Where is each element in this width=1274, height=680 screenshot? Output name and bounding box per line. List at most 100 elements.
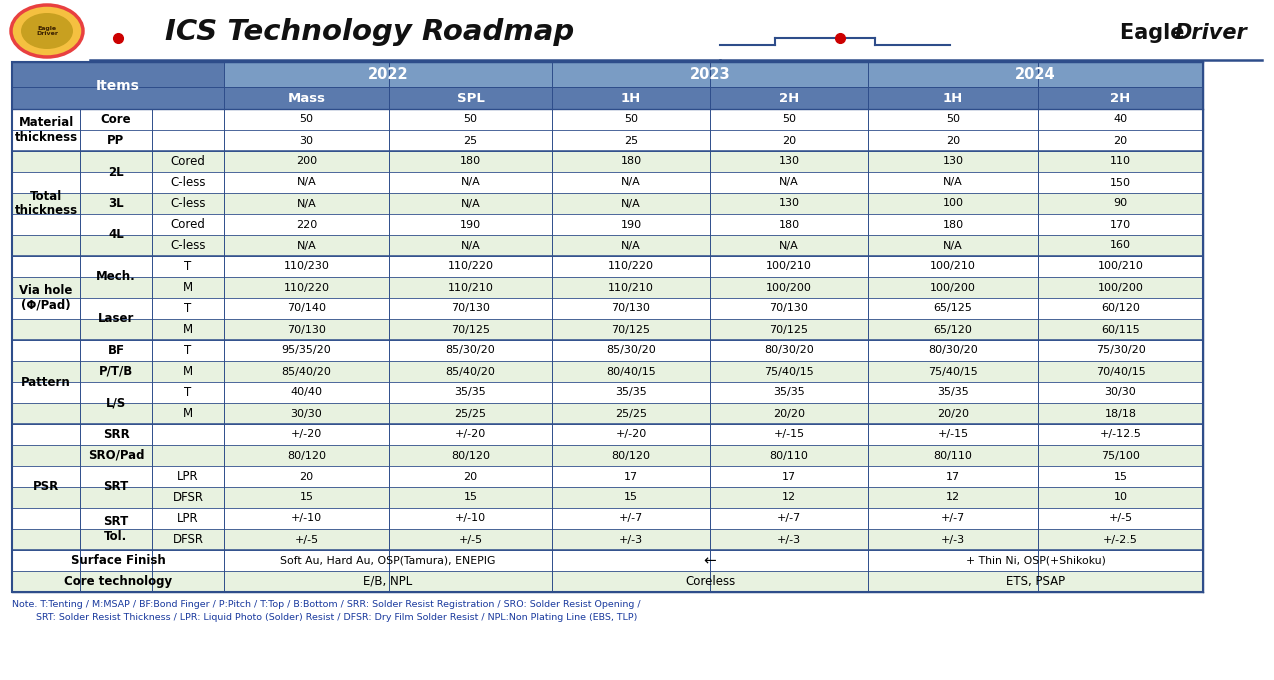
Text: 3L: 3L	[108, 197, 124, 210]
Text: L/S: L/S	[106, 396, 126, 409]
Text: 15: 15	[299, 492, 313, 503]
Text: DFSR: DFSR	[172, 533, 204, 546]
Bar	[11, 529, 1203, 550]
Text: 35/35: 35/35	[773, 388, 805, 398]
Text: SRT: Solder Resist Thickness / LPR: Liquid Photo (Solder) Resist / DFSR: Dry Fil: SRT: Solder Resist Thickness / LPR: Liqu…	[11, 613, 637, 622]
Text: +/-3: +/-3	[619, 534, 643, 545]
Ellipse shape	[20, 13, 73, 49]
Text: N/A: N/A	[461, 177, 480, 188]
Text: 2022: 2022	[368, 67, 408, 82]
Text: 160: 160	[1110, 241, 1131, 250]
Text: 110/210: 110/210	[608, 282, 654, 292]
Text: 130: 130	[778, 156, 800, 167]
Text: 80/40/15: 80/40/15	[606, 367, 656, 377]
Text: 180: 180	[620, 156, 642, 167]
Text: SRT
Tol.: SRT Tol.	[103, 515, 129, 543]
Text: N/A: N/A	[461, 199, 480, 209]
Text: N/A: N/A	[943, 241, 963, 250]
Text: 20: 20	[464, 471, 478, 481]
Text: +/-12.5: +/-12.5	[1099, 430, 1142, 439]
Text: +/-3: +/-3	[941, 534, 966, 545]
Text: SRR: SRR	[103, 428, 130, 441]
Text: 100/200: 100/200	[1098, 282, 1144, 292]
Text: 110/220: 110/220	[608, 262, 654, 271]
Text: 85/40/20: 85/40/20	[282, 367, 331, 377]
Text: 95/35/20: 95/35/20	[282, 345, 331, 356]
Text: 70/130: 70/130	[612, 303, 651, 313]
Text: 75/40/15: 75/40/15	[929, 367, 978, 377]
Text: 4L: 4L	[108, 228, 124, 241]
Text: 25: 25	[624, 135, 638, 146]
Text: 50: 50	[947, 114, 961, 124]
Text: C-less: C-less	[171, 239, 205, 252]
Text: 70/140: 70/140	[287, 303, 326, 313]
Text: 150: 150	[1110, 177, 1131, 188]
Text: T: T	[185, 260, 191, 273]
Text: +/-5: +/-5	[459, 534, 483, 545]
Text: N/A: N/A	[622, 241, 641, 250]
Text: M: M	[183, 365, 194, 378]
Text: +/-7: +/-7	[619, 513, 643, 524]
Text: 85/30/20: 85/30/20	[606, 345, 656, 356]
Bar	[11, 235, 1203, 256]
Text: 75/30/20: 75/30/20	[1096, 345, 1145, 356]
Text: Via hole
(Φ/Pad): Via hole (Φ/Pad)	[19, 284, 73, 312]
Text: 35/35: 35/35	[615, 388, 647, 398]
Text: Driver: Driver	[1175, 23, 1247, 43]
Text: 75/40/15: 75/40/15	[764, 367, 814, 377]
Bar	[11, 508, 1203, 529]
Text: 80/120: 80/120	[612, 450, 651, 460]
Text: 17: 17	[945, 471, 961, 481]
Text: +/-10: +/-10	[455, 513, 487, 524]
Text: Pattern: Pattern	[22, 375, 71, 388]
Text: 30: 30	[299, 135, 313, 146]
Text: 1H: 1H	[620, 92, 641, 105]
Text: +/-3: +/-3	[777, 534, 801, 545]
Text: Surface Finish: Surface Finish	[70, 554, 166, 567]
Text: 15: 15	[624, 492, 638, 503]
Text: 25/25: 25/25	[615, 409, 647, 418]
Text: 40: 40	[1113, 114, 1127, 124]
Text: 50: 50	[299, 114, 313, 124]
Bar	[11, 487, 1203, 508]
Bar	[11, 550, 1203, 571]
Text: 80/30/20: 80/30/20	[764, 345, 814, 356]
Text: Core: Core	[101, 113, 131, 126]
Text: 20/20: 20/20	[773, 409, 805, 418]
Text: 180: 180	[460, 156, 482, 167]
Text: 80/110: 80/110	[769, 450, 809, 460]
Bar	[11, 319, 1203, 340]
Bar	[11, 298, 1203, 319]
Text: 12: 12	[945, 492, 961, 503]
Text: 15: 15	[464, 492, 478, 503]
Bar	[11, 361, 1203, 382]
Text: 15: 15	[1113, 471, 1127, 481]
Text: LPR: LPR	[177, 512, 199, 525]
Text: 85/30/20: 85/30/20	[446, 345, 496, 356]
Text: 20: 20	[1113, 135, 1127, 146]
Text: 65/125: 65/125	[934, 303, 972, 313]
Text: 2023: 2023	[689, 67, 730, 82]
Bar	[11, 466, 1203, 487]
Ellipse shape	[11, 5, 83, 57]
Text: 25: 25	[464, 135, 478, 146]
Text: +/-5: +/-5	[1108, 513, 1133, 524]
Text: T: T	[185, 386, 191, 399]
Text: C-less: C-less	[171, 176, 205, 189]
Text: 70/125: 70/125	[769, 324, 809, 335]
Text: +/-15: +/-15	[773, 430, 805, 439]
Text: 60/120: 60/120	[1101, 303, 1140, 313]
Text: 110/220: 110/220	[284, 282, 330, 292]
Text: 100: 100	[943, 199, 963, 209]
Text: Cored: Cored	[171, 218, 205, 231]
Text: 110/210: 110/210	[447, 282, 493, 292]
Text: 30/30: 30/30	[1105, 388, 1136, 398]
Text: Laser: Laser	[98, 313, 134, 326]
Text: 70/125: 70/125	[612, 324, 651, 335]
Text: N/A: N/A	[297, 241, 316, 250]
Text: 1H: 1H	[943, 92, 963, 105]
Text: 70/130: 70/130	[451, 303, 490, 313]
Text: + Thin Ni, OSP(+Shikoku): + Thin Ni, OSP(+Shikoku)	[966, 556, 1106, 566]
Text: 20: 20	[945, 135, 961, 146]
Text: P/T/B: P/T/B	[99, 365, 132, 378]
